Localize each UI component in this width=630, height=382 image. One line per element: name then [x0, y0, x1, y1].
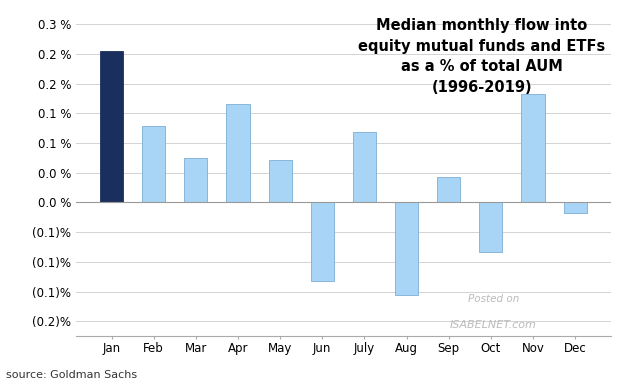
Text: ISABELNET.com: ISABELNET.com: [450, 320, 537, 330]
Text: Median monthly flow into
equity mutual funds and ETFs
as a % of total AUM
(1996-: Median monthly flow into equity mutual f…: [358, 18, 606, 95]
Bar: [395, 202, 418, 295]
Text: Posted on: Posted on: [467, 294, 519, 304]
Bar: [522, 94, 544, 202]
Text: source: Goldman Sachs: source: Goldman Sachs: [6, 370, 137, 380]
Bar: [311, 202, 334, 282]
Bar: [184, 158, 207, 202]
Bar: [479, 202, 503, 252]
Bar: [226, 104, 249, 202]
Bar: [142, 126, 165, 202]
Bar: [100, 51, 123, 202]
Bar: [353, 132, 376, 202]
Bar: [437, 177, 461, 202]
Bar: [268, 160, 292, 202]
Bar: [564, 202, 587, 213]
